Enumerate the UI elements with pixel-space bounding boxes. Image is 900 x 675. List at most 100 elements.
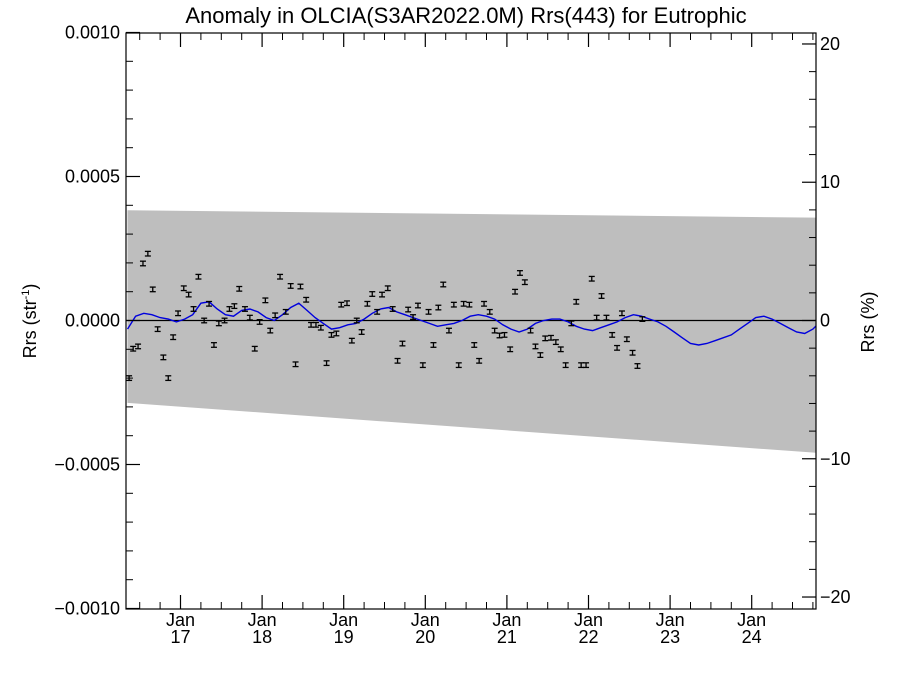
data-point	[634, 363, 641, 369]
right-y-axis: 20 10 0 −10 −20	[802, 34, 851, 607]
data-point	[185, 291, 192, 298]
x-tick-year-label: 17	[170, 627, 190, 647]
data-point	[246, 314, 253, 321]
right-y-tick-label: −20	[820, 587, 851, 607]
data-point	[425, 308, 432, 315]
x-tick-month-label: Jan	[737, 610, 766, 630]
chart-title: Anomaly in OLCIA(S3AR2022.0M) Rrs(443) f…	[185, 3, 746, 28]
right-y-axis-title: Rrs (%)	[858, 292, 878, 353]
data-point	[476, 357, 483, 364]
data-point	[521, 279, 528, 286]
data-point	[139, 260, 146, 267]
data-point	[231, 303, 238, 310]
data-point	[160, 354, 167, 361]
data-point	[512, 288, 519, 295]
data-point	[516, 270, 523, 276]
data-point	[583, 362, 590, 369]
data-point	[557, 346, 564, 353]
data-point	[466, 301, 473, 308]
data-point	[328, 331, 335, 338]
data-point	[165, 375, 172, 382]
data-point	[241, 306, 248, 312]
x-tick-month-label: Jan	[492, 610, 521, 630]
trend-line	[126, 301, 816, 346]
plot-content	[126, 210, 816, 453]
left-y-axis-title-end: )	[20, 284, 40, 290]
data-point	[190, 306, 197, 312]
right-y-tick-label: −10	[820, 449, 851, 469]
data-point	[618, 310, 625, 317]
x-tick-month-label: Jan	[411, 610, 440, 630]
data-point	[542, 335, 549, 342]
data-point	[348, 337, 355, 344]
right-y-tick-label: 20	[820, 34, 840, 54]
x-tick-year-label: 21	[497, 627, 517, 647]
data-point	[609, 331, 616, 338]
data-point	[593, 314, 600, 321]
data-point	[414, 302, 421, 309]
data-point	[343, 300, 350, 307]
data-point	[405, 306, 412, 313]
left-y-tick-label: 0.0000	[65, 311, 120, 331]
x-tick-year-label: 20	[415, 627, 435, 647]
data-point	[445, 327, 452, 334]
data-point	[562, 362, 569, 369]
x-tick-year-label: 22	[578, 627, 598, 647]
left-y-axis-title-superscript: -1	[20, 290, 32, 300]
left-y-tick-label: 0.0010	[65, 23, 120, 43]
x-tick-year-label: 24	[742, 627, 762, 647]
data-point	[236, 285, 243, 292]
data-point	[215, 320, 222, 327]
data-point	[460, 300, 467, 307]
uncertainty-envelope	[127, 210, 816, 453]
data-point	[262, 297, 269, 304]
data-point	[358, 329, 365, 335]
data-point	[537, 352, 544, 359]
plot-area	[126, 210, 816, 453]
data-point	[568, 320, 575, 327]
data-point	[501, 331, 508, 338]
data-point	[379, 291, 386, 298]
left-y-axis-title: Rrs (str-1)	[20, 284, 40, 359]
data-point	[292, 361, 299, 368]
data-point	[297, 283, 304, 290]
data-point	[384, 285, 391, 292]
x-tick-year-label: 18	[252, 627, 272, 647]
data-point	[527, 327, 534, 334]
data-point	[210, 342, 217, 348]
x-tick-month-label: Jan	[248, 610, 277, 630]
x-tick-month-label: Jan	[656, 610, 685, 630]
data-point	[394, 357, 401, 364]
data-point	[435, 304, 442, 311]
data-point	[144, 250, 151, 257]
right-y-tick-label: 10	[820, 172, 840, 192]
left-y-tick-label: −0.0010	[54, 599, 120, 619]
data-point	[353, 317, 360, 324]
data-point	[226, 306, 233, 312]
data-point	[175, 310, 182, 317]
data-point	[287, 282, 294, 289]
data-point	[588, 275, 595, 282]
data-point	[389, 306, 396, 312]
data-point	[333, 330, 340, 337]
data-point	[303, 296, 310, 303]
left-y-tick-label: −0.0005	[54, 455, 120, 475]
data-point	[323, 360, 330, 367]
x-tick-month-label: Jan	[166, 610, 195, 630]
data-point	[481, 300, 488, 307]
data-point	[623, 336, 630, 343]
x-tick-year-label: 23	[660, 627, 680, 647]
data-point	[419, 362, 426, 369]
data-point	[507, 346, 514, 353]
data-point	[552, 339, 559, 346]
data-point	[486, 308, 493, 315]
data-point	[221, 317, 228, 324]
data-point	[399, 340, 406, 347]
data-point	[603, 314, 610, 321]
data-point	[201, 317, 208, 324]
data-point	[338, 301, 345, 308]
data-point	[455, 362, 462, 369]
data-point	[369, 291, 376, 297]
data-point	[251, 345, 258, 352]
